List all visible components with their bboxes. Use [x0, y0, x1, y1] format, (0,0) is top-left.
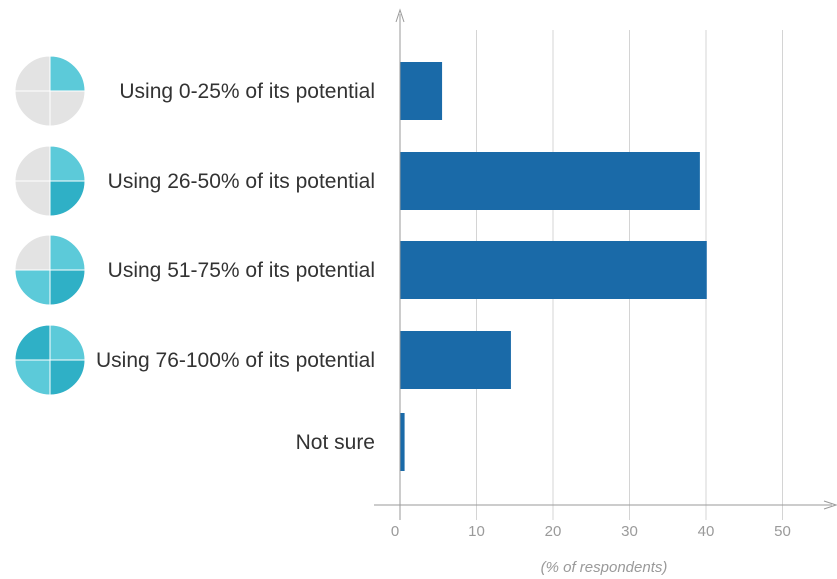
quarter-pie-icon	[14, 55, 86, 127]
pie-quadrant	[14, 359, 51, 396]
pie-quadrant	[14, 324, 51, 361]
pie-quadrant	[49, 145, 86, 182]
category-label: Using 0-25% of its potential	[119, 80, 375, 103]
bar	[400, 413, 405, 471]
pie-quadrant	[14, 269, 51, 306]
x-tick-label: 20	[545, 523, 562, 540]
category-label: Using 76-100% of its potential	[96, 349, 375, 372]
bars	[400, 62, 707, 471]
bar	[400, 241, 707, 299]
bar	[400, 152, 700, 210]
x-tick-label: 30	[621, 523, 638, 540]
bar	[400, 62, 443, 120]
pie-quadrant	[49, 324, 86, 361]
pie-quadrant	[49, 359, 86, 396]
y-axis-arrow-icon	[395, 8, 405, 23]
pie-quadrant	[49, 269, 86, 306]
pie-quadrant	[14, 145, 51, 182]
x-tick-label: 40	[698, 523, 715, 540]
quarter-pie-icon	[14, 234, 86, 306]
category-labels: Using 0-25% of its potential Using 26-50%…	[96, 80, 375, 454]
category-label: Using 51-75% of its potential	[108, 259, 375, 282]
pie-quadrant	[49, 180, 86, 217]
pie-quadrant	[49, 55, 86, 92]
category-label: Using 26-50% of its potential	[108, 170, 375, 193]
x-tick-label: 0	[391, 523, 399, 540]
axes	[374, 8, 837, 520]
pie-quadrant	[14, 90, 51, 127]
pie-quadrant	[49, 234, 86, 271]
category-label: Not sure	[296, 431, 375, 454]
x-tick-label: 50	[774, 523, 791, 540]
bar	[400, 331, 511, 389]
x-tick-label: 10	[468, 523, 485, 540]
pie-quadrant	[14, 180, 51, 217]
quarter-pie-icon	[14, 324, 86, 396]
x-axis-title: (% of respondents)	[541, 559, 668, 576]
quarter-icons	[14, 55, 86, 396]
pie-quadrant	[49, 90, 86, 127]
quarter-pie-icon	[14, 145, 86, 217]
x-tick-labels: 0 10 20 30 40 50	[391, 523, 791, 540]
pie-quadrant	[14, 234, 51, 271]
pie-quadrant	[14, 55, 51, 92]
x-axis-arrow-icon	[823, 500, 837, 510]
